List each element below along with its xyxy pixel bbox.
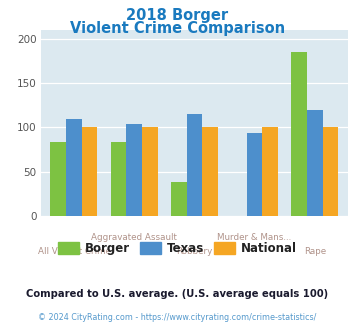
Bar: [323, 127, 338, 216]
Text: Compared to U.S. average. (U.S. average equals 100): Compared to U.S. average. (U.S. average …: [26, 289, 329, 299]
Text: 2018 Borger: 2018 Borger: [126, 8, 229, 23]
Bar: [291, 52, 307, 216]
Text: Violent Crime Comparison: Violent Crime Comparison: [70, 21, 285, 36]
Text: Murder & Mans...: Murder & Mans...: [218, 233, 292, 242]
Bar: [186, 114, 202, 216]
Bar: [66, 119, 82, 216]
Bar: [202, 127, 218, 216]
Text: Rape: Rape: [304, 247, 326, 256]
Legend: Borger, Texas, National: Borger, Texas, National: [53, 237, 302, 260]
Bar: [171, 182, 186, 216]
Bar: [262, 127, 278, 216]
Text: © 2024 CityRating.com - https://www.cityrating.com/crime-statistics/: © 2024 CityRating.com - https://www.city…: [38, 313, 317, 322]
Text: Aggravated Assault: Aggravated Assault: [91, 233, 177, 242]
Text: Robbery: Robbery: [176, 247, 213, 256]
Bar: [307, 110, 323, 216]
Text: All Violent Crime: All Violent Crime: [38, 247, 110, 256]
Bar: [247, 133, 262, 216]
Bar: [126, 124, 142, 216]
Bar: [50, 142, 66, 216]
Bar: [82, 127, 97, 216]
Bar: [111, 142, 126, 216]
Bar: [142, 127, 158, 216]
